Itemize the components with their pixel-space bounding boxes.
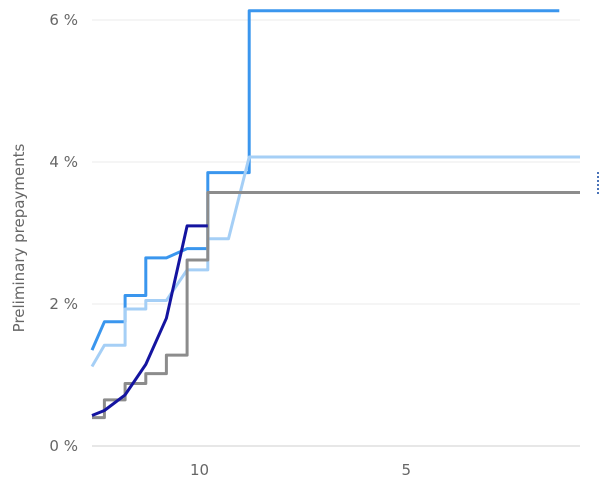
- y-tick-label: 0 %: [49, 437, 78, 455]
- y-axis-label: Preliminary prepayments: [10, 143, 28, 332]
- y-tick-label: 2 %: [49, 295, 78, 313]
- y-tick-label: 4 %: [49, 153, 78, 171]
- more-options-icon[interactable]: [597, 172, 601, 202]
- y-tick-label: 6 %: [49, 11, 78, 29]
- series-line-4: [91, 224, 208, 417]
- x-tick-label: 10: [190, 461, 209, 479]
- x-tick-label: 5: [402, 461, 412, 479]
- series-line-2: [90, 155, 580, 368]
- series-line-3: [92, 191, 580, 420]
